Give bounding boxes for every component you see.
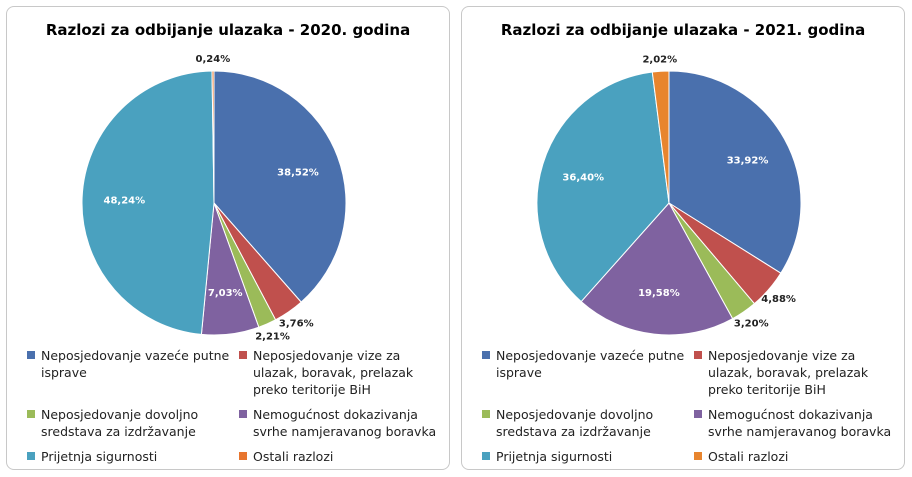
pie-slice [651, 70, 670, 204]
legend-item: Nemogućnost dokazivanja svrhe namjeravan… [694, 406, 894, 440]
legend-label: Neposjedovanje vazeće putne isprave [496, 348, 685, 380]
legend-label: Neposjedovanje vize za ulazak, boravak, … [708, 348, 869, 397]
legend-label: Neposjedovanje vazeće putne isprave [41, 348, 230, 380]
data-label: 0,24% [196, 54, 231, 65]
chart-title: Razlozi za odbijanje ulazaka - 2020. god… [46, 21, 410, 39]
chart-panel: Razlozi za odbijanje ulazaka - 2021. god… [461, 6, 905, 470]
legend-swatch [27, 410, 35, 418]
legend-swatch [239, 452, 247, 460]
legend-swatch [694, 452, 702, 460]
legend-swatch [482, 351, 490, 359]
data-label: 2,21% [255, 332, 290, 343]
data-label: 2,02% [642, 54, 677, 65]
legend-item: Neposjedovanje vize za ulazak, boravak, … [694, 347, 894, 398]
legend-swatch [482, 410, 490, 418]
chart-title: Razlozi za odbijanje ulazaka - 2021. god… [501, 21, 865, 39]
legend-swatch [482, 452, 490, 460]
pie-slice [580, 202, 734, 336]
legend-label: Ostali razlozi [708, 449, 789, 464]
data-label: 33,92% [727, 156, 769, 167]
data-label: 3,76% [279, 318, 314, 329]
legend-swatch [694, 351, 702, 359]
legend-label: Ostali razlozi [253, 449, 334, 464]
legend-label: Neposjedovanje dovoljno sredstava za izd… [41, 407, 199, 439]
legend-item: Neposjedovanje dovoljno sredstava za izd… [482, 406, 694, 440]
legend-swatch [27, 351, 35, 359]
legend-item: Ostali razlozi [239, 448, 439, 465]
legend-item: Neposjedovanje vize za ulazak, boravak, … [239, 347, 439, 398]
data-label: 19,58% [638, 288, 680, 299]
legend-swatch [239, 410, 247, 418]
legend-item: Prijetnja sigurnosti [482, 448, 694, 465]
legend-label: Nemogućnost dokazivanja svrhe namjeravan… [253, 407, 437, 439]
legend-swatch [239, 351, 247, 359]
legend-item: Neposjedovanje vazeće putne isprave [27, 347, 239, 398]
legend-label: Prijetnja sigurnosti [41, 449, 158, 464]
legend-label: Prijetnja sigurnosti [496, 449, 613, 464]
pie-chart: Razlozi za odbijanje ulazaka - 2021. god… [501, 21, 865, 336]
pie-slice [81, 70, 215, 335]
data-label: 36,40% [562, 172, 604, 183]
data-label: 7,03% [208, 288, 243, 299]
chart-panel: Razlozi za odbijanje ulazaka - 2020. god… [6, 6, 450, 470]
legend-item: Neposjedovanje vazeće putne isprave [482, 347, 694, 398]
pie-slice [213, 70, 347, 303]
legend-item: Ostali razlozi [694, 448, 894, 465]
pie-slice [668, 70, 802, 274]
legend-label: Neposjedovanje vize za ulazak, boravak, … [253, 348, 414, 397]
data-label: 3,20% [734, 318, 769, 329]
legend: Neposjedovanje vazeće putne isprave Nepos… [482, 347, 902, 465]
data-label: 4,88% [761, 294, 796, 305]
legend-label: Neposjedovanje dovoljno sredstava za izd… [496, 407, 654, 439]
legend-item: Neposjedovanje dovoljno sredstava za izd… [27, 406, 239, 440]
legend: Neposjedovanje vazeće putne isprave Nepos… [27, 347, 447, 465]
pie-chart: Razlozi za odbijanje ulazaka - 2020. god… [46, 21, 410, 343]
data-label: 48,24% [103, 195, 145, 206]
data-label: 38,52% [277, 167, 319, 178]
legend-item: Prijetnja sigurnosti [27, 448, 239, 465]
legend-item: Nemogućnost dokazivanja svrhe namjeravan… [239, 406, 439, 440]
legend-label: Nemogućnost dokazivanja svrhe namjeravan… [708, 407, 892, 439]
legend-swatch [27, 452, 35, 460]
legend-swatch [694, 410, 702, 418]
pie-slice [536, 71, 670, 303]
pie-slice [211, 70, 215, 204]
